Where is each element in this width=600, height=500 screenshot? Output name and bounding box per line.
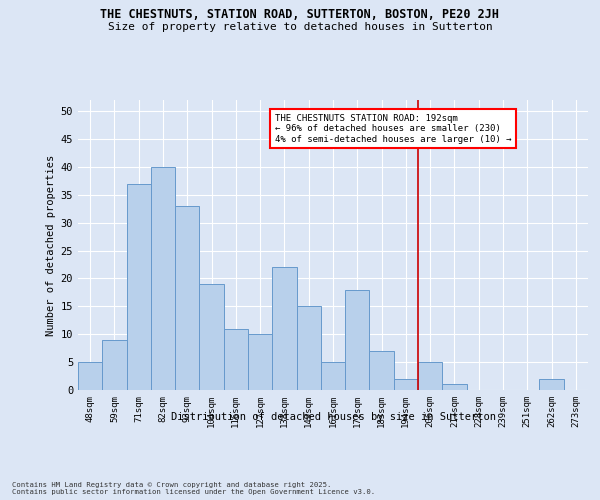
Bar xyxy=(442,384,467,390)
Bar xyxy=(539,379,564,390)
Text: Size of property relative to detached houses in Sutterton: Size of property relative to detached ho… xyxy=(107,22,493,32)
Bar xyxy=(345,290,370,390)
Y-axis label: Number of detached properties: Number of detached properties xyxy=(46,154,56,336)
Bar xyxy=(394,379,418,390)
Bar xyxy=(224,328,248,390)
Bar xyxy=(321,362,345,390)
Bar xyxy=(248,334,272,390)
Bar xyxy=(418,362,442,390)
Bar xyxy=(127,184,151,390)
Bar xyxy=(151,167,175,390)
Bar xyxy=(78,362,102,390)
Text: THE CHESTNUTS, STATION ROAD, SUTTERTON, BOSTON, PE20 2JH: THE CHESTNUTS, STATION ROAD, SUTTERTON, … xyxy=(101,8,499,20)
Bar xyxy=(175,206,199,390)
Bar xyxy=(102,340,127,390)
Text: THE CHESTNUTS STATION ROAD: 192sqm
← 96% of detached houses are smaller (230)
4%: THE CHESTNUTS STATION ROAD: 192sqm ← 96%… xyxy=(275,114,511,144)
Text: Contains HM Land Registry data © Crown copyright and database right 2025.
Contai: Contains HM Land Registry data © Crown c… xyxy=(12,482,375,495)
Bar xyxy=(370,351,394,390)
Text: Distribution of detached houses by size in Sutterton: Distribution of detached houses by size … xyxy=(170,412,496,422)
Bar xyxy=(199,284,224,390)
Bar xyxy=(272,268,296,390)
Bar xyxy=(296,306,321,390)
